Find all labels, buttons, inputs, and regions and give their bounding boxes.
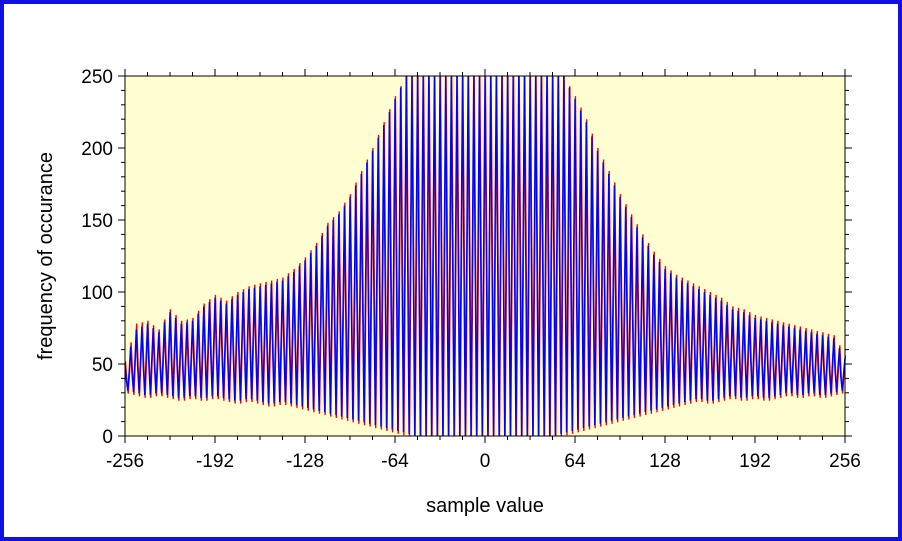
x-tick-label: 192 — [739, 451, 771, 472]
x-tick-labels: -256 -192 -128 -64 0 64 128 192 256 — [106, 451, 861, 472]
y-tick-label: 0 — [102, 427, 113, 448]
x-axis-title: sample value — [426, 495, 544, 517]
y-axis-title: frequency of occurance — [35, 152, 57, 360]
x-tick-label: -64 — [381, 451, 409, 472]
x-tick-label: 256 — [829, 451, 861, 472]
x-tick-label: -256 — [106, 451, 144, 472]
ticks-layer — [118, 69, 852, 443]
x-tick-label: -128 — [286, 451, 324, 472]
x-tick-label: 128 — [649, 451, 681, 472]
y-tick-label: 100 — [81, 283, 113, 304]
x-tick-label: 0 — [480, 451, 491, 472]
y-tick-label: 50 — [92, 355, 113, 376]
y-tick-label: 150 — [81, 211, 113, 232]
x-tick-label: -192 — [196, 451, 234, 472]
y-tick-labels: 0 50 100 150 200 250 — [81, 67, 113, 448]
y-tick-label: 250 — [81, 67, 113, 88]
y-tick-label: 200 — [81, 139, 113, 160]
x-tick-label: 64 — [564, 451, 586, 472]
